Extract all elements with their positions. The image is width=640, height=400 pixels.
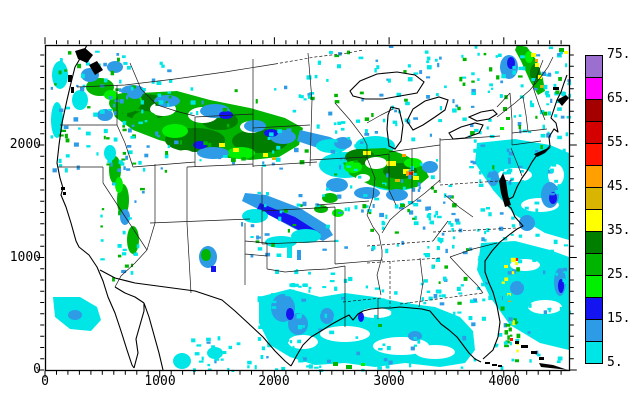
colorbar-segment [585, 231, 603, 254]
colorbar-segment [585, 275, 603, 298]
colorbar-segment [585, 341, 603, 364]
colorbar-tick-label: 75. [607, 47, 631, 62]
x-axis-tick-label: 1000 [144, 374, 176, 389]
colorbar-segment [585, 297, 603, 320]
colorbar-tick-label: 65. [607, 91, 631, 106]
map-layer [50, 44, 573, 374]
water-features [61, 48, 569, 370]
y-axis-tick-label: 1000 [9, 250, 41, 265]
colorbar-tick-label: 45. [607, 179, 631, 194]
colorbar-tick-label: 15. [607, 311, 631, 326]
colorbar-segment [585, 187, 603, 210]
colorbar-segment [585, 99, 603, 122]
plot-frame [44, 44, 571, 372]
colorbar-segment [585, 77, 603, 100]
colorbar-segment [585, 121, 603, 144]
colorbar-segment [585, 55, 603, 78]
colorbar-segment [585, 253, 603, 276]
colorbar-tick-label: 35. [607, 223, 631, 238]
colorbar-segments [585, 55, 603, 364]
colorbar-tick-label: 25. [607, 267, 631, 282]
colorbar-tick-label: 55. [607, 135, 631, 150]
colorbar-tick-label: 5. [607, 355, 623, 370]
axis-ticks [37, 37, 577, 378]
x-axis-tick-label: 3000 [373, 374, 405, 389]
precip-specks [50, 45, 573, 374]
colorbar-segment [585, 209, 603, 232]
colorbar-segment [585, 319, 603, 342]
colorbar-segment [585, 165, 603, 188]
y-axis-tick-label: 2000 [9, 137, 41, 152]
precip-layer [50, 45, 573, 374]
basemap-borders [56, 44, 569, 371]
x-axis-tick-label: 0 [41, 374, 49, 389]
colorbar [585, 55, 603, 364]
y-axis-tick-label: 0 [33, 362, 41, 377]
x-axis-tick-label: 2000 [258, 374, 290, 389]
x-axis-tick-label: 4000 [488, 374, 520, 389]
colorbar-segment [585, 143, 603, 166]
